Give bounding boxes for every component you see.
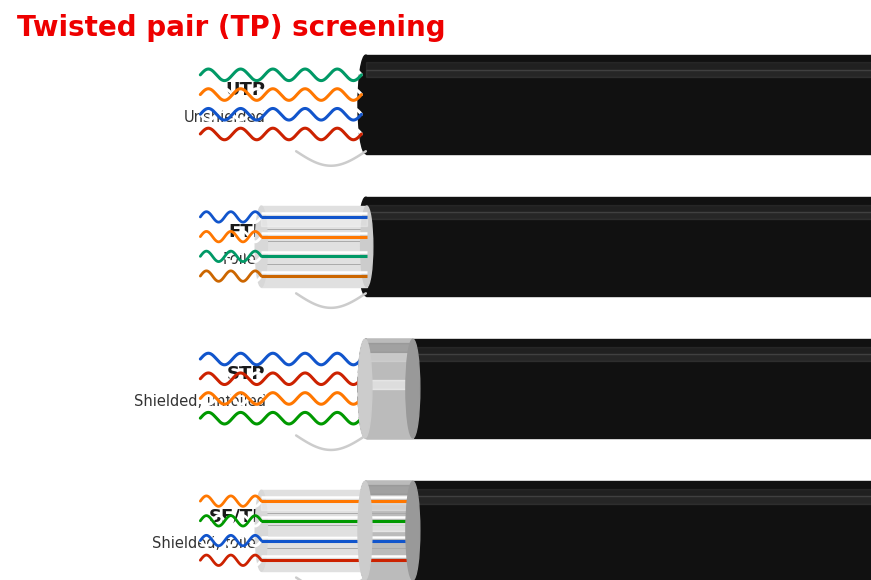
Bar xyxy=(365,495,413,503)
Bar xyxy=(261,502,413,510)
Bar xyxy=(261,206,367,287)
Text: Shielded, foiled: Shielded, foiled xyxy=(152,536,266,551)
Ellipse shape xyxy=(358,339,374,438)
Bar xyxy=(261,218,367,226)
Text: Shielded, unfoiled: Shielded, unfoiled xyxy=(133,394,266,409)
Text: STP: STP xyxy=(227,365,266,383)
Text: UTP: UTP xyxy=(226,81,266,99)
Bar xyxy=(366,212,871,219)
Ellipse shape xyxy=(255,206,267,287)
Text: Twisted pair (TP) screening: Twisted pair (TP) screening xyxy=(17,14,446,42)
Text: SF/TP: SF/TP xyxy=(208,507,266,525)
Ellipse shape xyxy=(358,339,372,438)
Bar xyxy=(365,481,413,580)
Bar xyxy=(365,485,413,494)
Bar xyxy=(366,496,871,503)
Bar xyxy=(366,347,871,354)
Bar xyxy=(366,205,871,212)
Ellipse shape xyxy=(361,206,373,287)
Ellipse shape xyxy=(358,197,374,296)
Bar xyxy=(365,522,413,531)
Ellipse shape xyxy=(358,481,372,580)
Ellipse shape xyxy=(358,481,374,580)
Bar xyxy=(365,343,413,351)
Bar xyxy=(366,197,871,296)
Bar xyxy=(366,481,871,580)
Ellipse shape xyxy=(358,55,374,154)
Ellipse shape xyxy=(406,481,420,580)
Bar xyxy=(366,63,871,70)
Bar xyxy=(261,490,413,571)
Bar xyxy=(366,339,871,438)
Ellipse shape xyxy=(255,490,267,571)
Bar xyxy=(365,339,413,438)
Text: FTP: FTP xyxy=(228,223,266,241)
Bar xyxy=(365,353,413,361)
Ellipse shape xyxy=(407,490,419,571)
Bar xyxy=(365,380,413,389)
Ellipse shape xyxy=(406,339,420,438)
Bar xyxy=(366,70,871,77)
Text: Unshielded: Unshielded xyxy=(184,110,266,125)
Bar xyxy=(366,55,871,154)
Text: Foiled: Foiled xyxy=(222,252,266,267)
Bar xyxy=(366,489,871,496)
Bar xyxy=(366,354,871,361)
